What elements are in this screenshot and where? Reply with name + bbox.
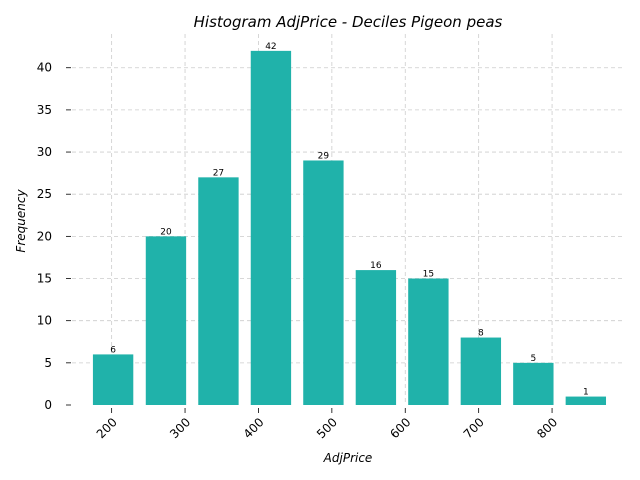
y-tick-label: 5 xyxy=(44,356,52,370)
x-tick-label: 800 xyxy=(534,415,560,441)
histogram-bar xyxy=(355,270,397,405)
histogram-bar xyxy=(303,160,344,405)
bar-value-label: 15 xyxy=(423,270,434,280)
bar-value-label: 16 xyxy=(370,261,382,271)
histogram-bar xyxy=(198,177,239,405)
data-labels: 6 20 27 42 29 16 15 8 5 1 xyxy=(110,42,588,398)
histogram-bar xyxy=(565,396,607,405)
x-tick-label: 200 xyxy=(94,415,120,441)
bar-value-label: 6 xyxy=(110,345,116,355)
x-axis-label: AdjPrice xyxy=(323,451,373,465)
y-tick-label: 35 xyxy=(37,103,52,117)
x-tick-label: 700 xyxy=(461,415,487,441)
bar-value-label: 42 xyxy=(265,42,276,52)
bars xyxy=(92,50,607,405)
y-tick-label: 30 xyxy=(37,145,52,159)
y-tick-label: 15 xyxy=(37,272,52,286)
bar-value-label: 8 xyxy=(478,329,484,339)
bar-value-label: 20 xyxy=(160,227,172,237)
x-tick-label: 500 xyxy=(314,415,340,441)
bar-value-label: 29 xyxy=(318,151,330,161)
y-tick-label: 25 xyxy=(37,187,52,201)
y-tick-label: 20 xyxy=(37,229,52,243)
bar-value-label: 5 xyxy=(530,354,536,364)
x-tick-label: 400 xyxy=(241,415,267,441)
y-tick-label: 40 xyxy=(37,61,52,75)
histogram-bar xyxy=(92,354,134,405)
x-tick-label: 300 xyxy=(167,415,193,441)
histogram-bar xyxy=(145,236,187,405)
histogram-bar xyxy=(460,337,502,405)
histogram-bar xyxy=(513,362,554,405)
x-tick-label: 600 xyxy=(387,415,413,441)
histogram-bar xyxy=(408,278,449,405)
y-tick-label: 10 xyxy=(37,314,52,328)
bar-value-label: 1 xyxy=(583,388,589,398)
chart-title: Histogram AdjPrice - Deciles Pigeon peas xyxy=(194,13,503,31)
histogram-bar xyxy=(250,50,292,405)
bar-value-label: 27 xyxy=(213,168,224,178)
y-tick-label: 0 xyxy=(44,398,52,412)
y-axis-label: Frequency xyxy=(14,189,28,253)
